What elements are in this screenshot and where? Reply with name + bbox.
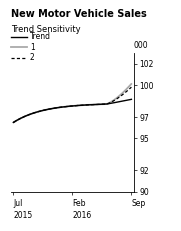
Text: Jul: Jul bbox=[13, 199, 23, 208]
Text: Trend: Trend bbox=[30, 33, 51, 41]
Text: Feb: Feb bbox=[72, 199, 86, 208]
Text: 1: 1 bbox=[30, 43, 35, 52]
Text: Trend Sensitivity: Trend Sensitivity bbox=[11, 25, 81, 34]
Text: 2: 2 bbox=[30, 53, 35, 62]
Text: 2015: 2015 bbox=[13, 211, 33, 220]
Text: 2016: 2016 bbox=[72, 211, 92, 220]
Text: Sep: Sep bbox=[131, 199, 146, 208]
Text: New Motor Vehicle Sales: New Motor Vehicle Sales bbox=[11, 9, 147, 19]
Text: 000: 000 bbox=[134, 41, 149, 50]
